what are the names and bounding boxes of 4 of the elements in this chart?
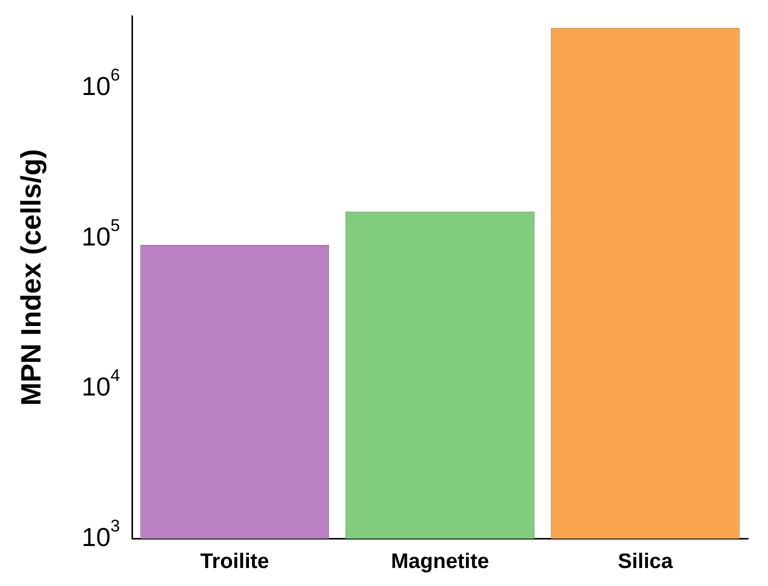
x-tick-label: Magnetite	[390, 550, 490, 574]
x-tick-label: Silica	[618, 550, 674, 574]
x-tick-label: Troilite	[200, 550, 270, 574]
y-axis-title: MPN Index (cells/g)	[16, 149, 47, 406]
